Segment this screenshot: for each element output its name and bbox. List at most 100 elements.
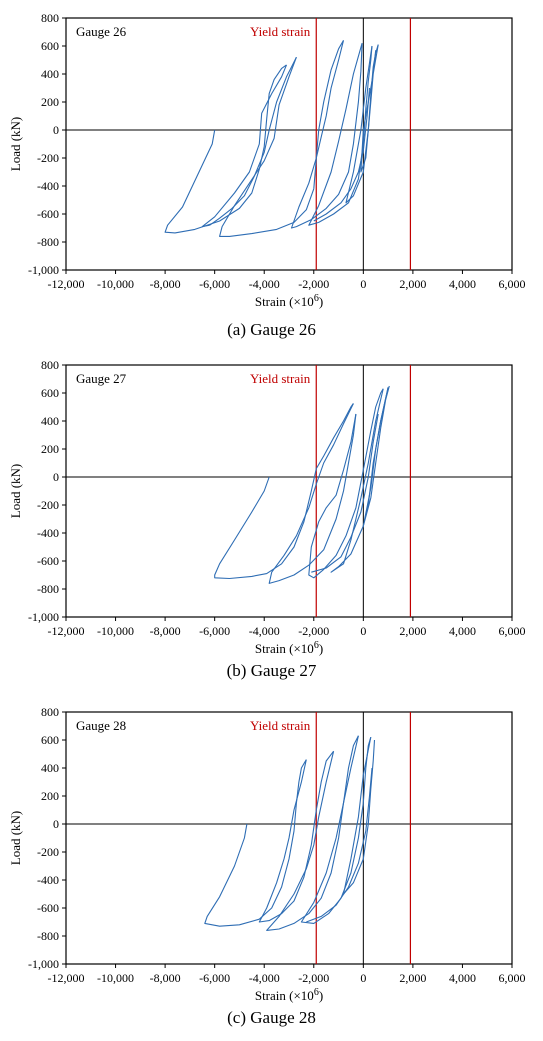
chart-panel-gauge-27: -12,000 -10,000 -8,000 -6,000 -4,000 -2,000 0 2… (0, 347, 543, 694)
x-tick-label: 4,000 (449, 277, 476, 291)
yield-strain-label: Yield strain (250, 24, 311, 39)
load-strain-curve (308, 43, 373, 226)
load-strain-curve (268, 403, 357, 584)
load-strain-curve (342, 737, 376, 895)
plot-frame (65, 17, 513, 271)
x-tick-label: -10,000 (97, 277, 134, 291)
y-tick-label: -200 (37, 498, 59, 512)
load-strain-curve (300, 735, 372, 924)
y-tick-label: -200 (37, 845, 59, 859)
x-tick-label: -6,000 (199, 624, 230, 638)
load-strain-curve (209, 56, 297, 226)
load-strain-curve (330, 387, 389, 573)
x-tick-label: 0 (360, 971, 366, 985)
load-strain-curve (201, 64, 288, 228)
y-axis-label: Load (kN) (8, 117, 23, 172)
chart-caption: (a) Gauge 26 (227, 320, 316, 339)
x-tick-label: 0 (360, 277, 366, 291)
load-strain-curve (362, 385, 390, 527)
x-tick-label: 6,000 (499, 971, 526, 985)
y-tick-label: 600 (41, 386, 59, 400)
y-tick-label: 0 (53, 123, 59, 137)
x-tick-label: 2,000 (399, 971, 426, 985)
gauge-label: Gauge 27 (76, 371, 127, 386)
x-tick-label: -6,000 (199, 277, 230, 291)
x-tick-label: -4,000 (249, 971, 280, 985)
gauge-label: Gauge 26 (76, 24, 127, 39)
chart-svg: -12,000 -10,000 -8,000 -6,000 -4,000 -2,000 0 2… (8, 358, 526, 656)
y-tick-label: 800 (41, 358, 59, 372)
x-tick-label: -12,000 (48, 277, 85, 291)
x-tick-label: -12,000 (48, 624, 85, 638)
x-axis-label: Strain (×106) (255, 640, 323, 656)
y-tick-label: -800 (37, 929, 59, 943)
load-strain-curve (311, 413, 379, 573)
load-strain-curve (313, 87, 371, 222)
load-strain-curve (164, 64, 287, 234)
x-tick-label: 4,000 (449, 971, 476, 985)
x-tick-label: -10,000 (97, 624, 134, 638)
y-tick-label: -600 (37, 901, 59, 915)
y-tick-label: 400 (41, 414, 59, 428)
x-tick-label: -10,000 (97, 971, 134, 985)
chart-panel-gauge-26: -12,000 -10,000 -8,000 -6,000 -4,000 -2,000 0 2… (0, 0, 543, 347)
y-tick-label: -400 (37, 873, 59, 887)
y-tick-label: -600 (37, 207, 59, 221)
y-tick-label: -800 (37, 582, 59, 596)
chart-svg: -12,000 -10,000 -8,000 -6,000 -4,000 -2,000 0 2… (8, 705, 526, 1003)
x-tick-label: -4,000 (249, 624, 280, 638)
y-tick-label: -800 (37, 235, 59, 249)
chart-svg: -12,000 -10,000 -8,000 -6,000 -4,000 -2,000 0 2… (8, 11, 526, 309)
yield-strain-label: Yield strain (250, 718, 311, 733)
load-strain-curve (290, 40, 363, 229)
gauge-label: Gauge 28 (76, 718, 126, 733)
load-strain-curve (313, 40, 344, 189)
chart-caption: (b) Gauge 27 (226, 661, 317, 680)
y-tick-label: -200 (37, 151, 59, 165)
x-tick-label: 6,000 (499, 624, 526, 638)
plot-frame (65, 711, 513, 965)
load-strain-curve (345, 44, 379, 204)
x-tick-label: -2,000 (298, 971, 329, 985)
y-tick-label: 400 (41, 761, 59, 775)
y-tick-label: -1,000 (28, 610, 59, 624)
load-strain-curve (308, 388, 384, 579)
y-tick-label: 200 (41, 442, 59, 456)
y-tick-label: -1,000 (28, 957, 59, 971)
x-tick-label: -8,000 (150, 624, 181, 638)
y-tick-label: -400 (37, 179, 59, 193)
x-tick-label: -12,000 (48, 971, 85, 985)
y-tick-label: -600 (37, 554, 59, 568)
x-tick-label: 0 (360, 624, 366, 638)
y-axis-label: Load (kN) (8, 464, 23, 519)
x-tick-label: 6,000 (499, 277, 526, 291)
x-tick-label: -2,000 (298, 624, 329, 638)
x-tick-label: -4,000 (249, 277, 280, 291)
x-tick-label: -8,000 (150, 277, 181, 291)
y-tick-label: 400 (41, 67, 59, 81)
x-tick-label: 2,000 (399, 277, 426, 291)
y-axis-label: Load (kN) (8, 811, 23, 866)
x-tick-label: 4,000 (449, 624, 476, 638)
load-strain-curve (306, 767, 373, 923)
y-tick-label: 200 (41, 95, 59, 109)
y-tick-label: 600 (41, 39, 59, 53)
x-tick-label: -6,000 (199, 971, 230, 985)
load-strain-curve (204, 759, 307, 927)
y-tick-label: -400 (37, 526, 59, 540)
y-tick-label: -1,000 (28, 263, 59, 277)
load-strain-curve (214, 403, 354, 580)
plot-frame (65, 364, 513, 618)
chart-caption: (c) Gauge 28 (227, 1008, 316, 1027)
x-tick-label: -2,000 (298, 277, 329, 291)
yield-strain-label: Yield strain (250, 371, 311, 386)
y-tick-label: 0 (53, 817, 59, 831)
y-tick-label: 200 (41, 789, 59, 803)
x-tick-label: -8,000 (150, 971, 181, 985)
chart-panel-gauge-28: -12,000 -10,000 -8,000 -6,000 -4,000 -2,000 0 2… (0, 694, 543, 1041)
y-tick-label: 800 (41, 11, 59, 25)
y-tick-label: 0 (53, 470, 59, 484)
y-tick-label: 600 (41, 733, 59, 747)
load-strain-curve (258, 750, 335, 923)
load-strain-curve (219, 57, 315, 237)
